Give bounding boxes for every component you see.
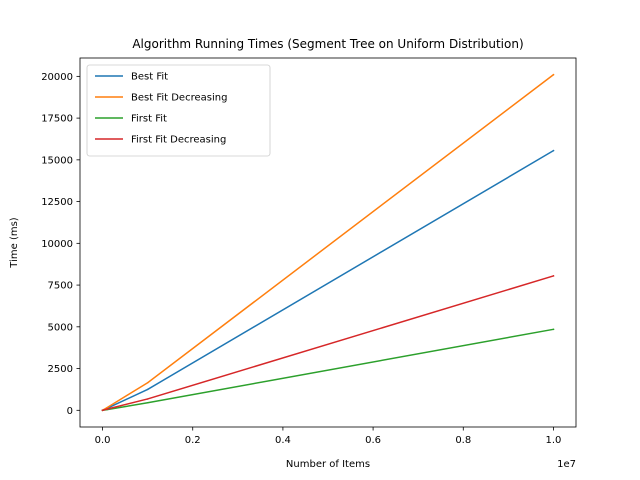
legend-label-first-fit: First Fit — [131, 114, 167, 125]
data-point-first-fit-decreasing — [106, 408, 108, 410]
data-point-first-fit — [552, 328, 555, 331]
x-axis-offset-text: 1e7 — [557, 459, 576, 470]
data-point-first-fit-decreasing — [552, 275, 555, 277]
data-point-first-fit-decreasing — [102, 409, 104, 411]
y-tick-label: 20000 — [41, 72, 73, 83]
legend-label-best-fit-decreasing: Best Fit Decreasing — [131, 93, 227, 104]
legend: Best Fit Best Fit Decreasing First Fit Firs… — [86, 64, 271, 157]
x-tick-label: 0.6 — [365, 435, 381, 446]
y-tick-label: 7500 — [48, 281, 73, 292]
y-axis-label: Time (ms) — [9, 217, 20, 269]
legend-box — [86, 64, 271, 157]
y-axis: 0 2500 5000 7500 10000 12500 15000 17500 20000 — [41, 72, 80, 417]
data-point-first-fit-decreasing — [146, 398, 149, 400]
x-tick-label: 1.0 — [546, 435, 562, 446]
data-point-best-fit — [146, 388, 149, 391]
axes-frame — [79, 57, 577, 428]
legend-label-first-fit-decreasing: First Fit Decreasing — [131, 135, 226, 146]
data-point-first-fit — [146, 402, 149, 404]
x-tick-label: 0.8 — [455, 435, 471, 446]
y-tick-label: 2500 — [48, 364, 73, 375]
x-tick-label: 0.2 — [185, 435, 201, 446]
x-axis: 0.0 0.2 0.4 0.6 0.8 1.0 — [95, 427, 562, 446]
data-point-best-fit-decreasing — [552, 73, 555, 76]
data-point-best-fit-decreasing — [146, 382, 149, 384]
y-tick-label: 12500 — [41, 197, 73, 208]
x-tick-label: 0.0 — [95, 435, 111, 446]
legend-label-best-fit: Best Fit — [131, 72, 168, 83]
y-tick-label: 10000 — [41, 239, 73, 250]
plot-area — [101, 73, 555, 412]
y-tick-label: 17500 — [41, 114, 73, 125]
y-tick-label: 0 — [67, 406, 73, 417]
y-tick-label: 5000 — [48, 322, 73, 333]
data-point-best-fit — [552, 149, 555, 152]
chart-title: Algorithm Running Times (Segment Tree on… — [132, 37, 523, 51]
x-axis-label: Number of Items — [286, 459, 370, 470]
y-tick-label: 15000 — [41, 155, 73, 166]
data-point-best-fit-decreasing — [106, 406, 108, 409]
x-tick-label: 0.4 — [275, 435, 291, 446]
